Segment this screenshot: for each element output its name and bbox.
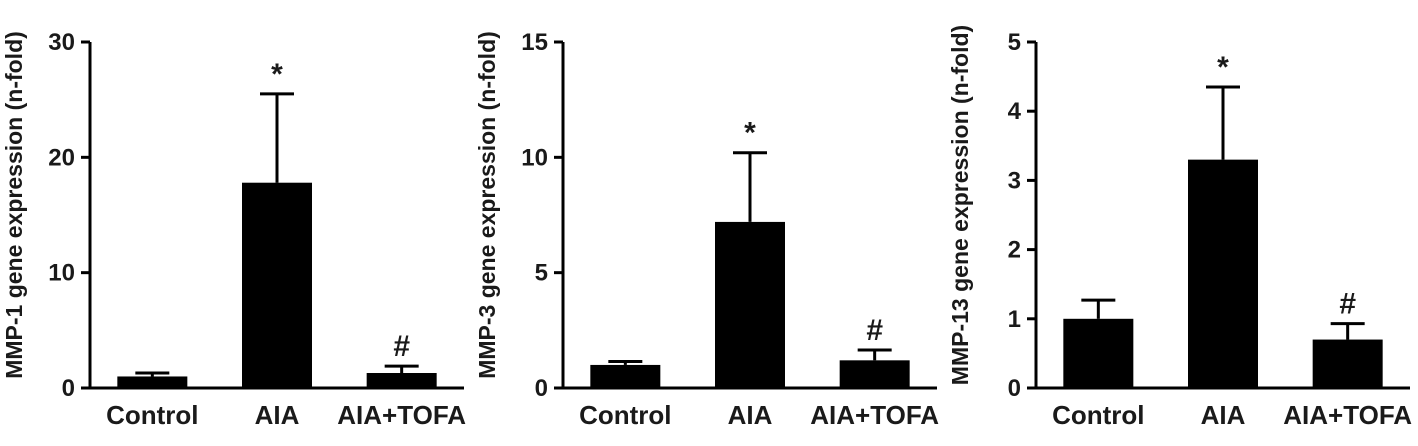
- chart-mmp3: MMP-3 gene expression (n-fold) 0 5 10 15 Cont…: [473, 0, 945, 446]
- significance-marker: *: [744, 117, 756, 150]
- category-label: AIA: [255, 400, 300, 430]
- significance-marker: #: [393, 330, 410, 363]
- significance-marker: *: [271, 58, 283, 91]
- significance-marker: #: [1339, 288, 1356, 321]
- category-label: Control: [106, 400, 198, 430]
- category-label: AIA+TOFA: [1283, 400, 1412, 430]
- y-axis-label: MMP-13 gene expression (n-fold): [947, 25, 973, 385]
- y-tick-label: 3: [1008, 167, 1021, 194]
- category-label: AIA: [1201, 400, 1246, 430]
- bar: [839, 360, 910, 388]
- chart-mmp13: MMP-13 gene expression (n-fold) 0 1 2 3 4 5 Con…: [946, 0, 1418, 446]
- y-tick-label: 5: [535, 260, 548, 287]
- significance-marker: *: [1217, 51, 1229, 84]
- bar: [1312, 339, 1383, 388]
- y-axis-label: MMP-3 gene expression (n-fold): [474, 31, 500, 379]
- bar: [366, 373, 437, 388]
- bar: [1188, 159, 1258, 388]
- y-tick-label: 10: [521, 144, 548, 171]
- category-label: AIA+TOFA: [810, 400, 939, 430]
- y-tick-label: 10: [48, 260, 75, 287]
- bar: [715, 221, 785, 388]
- category-label: AIA+TOFA: [337, 400, 466, 430]
- y-tick-label: 2: [1008, 237, 1021, 264]
- category-label: Control: [1052, 400, 1144, 430]
- y-axis-label: MMP-1 gene expression (n-fold): [1, 31, 27, 379]
- chart-mmp1: MMP-1 gene expression (n-fold) 0 10 20 30 Con…: [0, 0, 472, 446]
- significance-marker: #: [866, 314, 883, 347]
- bar: [117, 376, 188, 388]
- y-tick-label: 5: [1008, 29, 1021, 56]
- y-tick-label: 30: [48, 29, 75, 56]
- bar-chart-svg: MMP-1 gene expression (n-fold) 0 10 20 30 Con…: [1, 29, 466, 430]
- bar: [590, 364, 661, 388]
- y-tick-label: 15: [521, 29, 548, 56]
- y-tick-label: 4: [1008, 98, 1022, 125]
- y-tick-label: 0: [535, 375, 548, 402]
- category-label: AIA: [728, 400, 773, 430]
- y-tick-label: 1: [1008, 306, 1021, 333]
- bar: [242, 182, 312, 388]
- y-tick-label: 0: [1008, 375, 1021, 402]
- bar-chart-svg: MMP-3 gene expression (n-fold) 0 5 10 15 Cont…: [474, 29, 939, 430]
- y-tick-label: 0: [62, 375, 75, 402]
- y-tick-label: 20: [48, 144, 75, 171]
- bar: [1063, 318, 1134, 388]
- bar-chart-svg: MMP-13 gene expression (n-fold) 0 1 2 3 4 5 Con…: [947, 25, 1412, 430]
- category-label: Control: [579, 400, 671, 430]
